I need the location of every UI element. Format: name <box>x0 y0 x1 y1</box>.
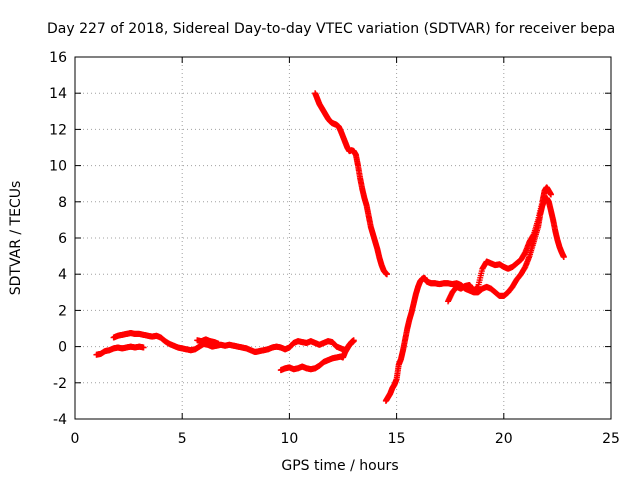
data-point-marker <box>140 344 147 351</box>
x-axis-label: GPS time / hours <box>281 458 398 474</box>
y-tick-label: 4 <box>58 267 67 283</box>
y-tick-label: -4 <box>53 412 67 428</box>
data-point-marker <box>560 254 567 261</box>
y-tick-label: 6 <box>58 231 67 247</box>
chart-title: Day 227 of 2018, Sidereal Day-to-day VTE… <box>47 21 615 37</box>
data-series <box>382 195 567 404</box>
y-tick-label: 2 <box>58 303 67 319</box>
data-series <box>110 330 357 356</box>
x-tick-label: 5 <box>178 431 187 447</box>
x-tick-label: 25 <box>602 431 620 447</box>
data-series <box>312 90 390 278</box>
y-tick-label: 12 <box>49 122 67 138</box>
x-tick-label: 0 <box>71 431 80 447</box>
data-series <box>445 184 554 305</box>
data-point-marker <box>215 340 222 347</box>
data-series <box>277 337 357 374</box>
data-layer <box>93 90 567 404</box>
data-point-marker <box>547 191 554 198</box>
y-tick-label: 10 <box>49 159 67 175</box>
data-series <box>194 336 222 347</box>
y-tick-label: 16 <box>49 50 67 66</box>
data-series <box>93 343 147 358</box>
x-tick-label: 20 <box>495 431 513 447</box>
y-tick-label: 0 <box>58 340 67 356</box>
x-tick-label: 10 <box>280 431 298 447</box>
y-tick-label: 8 <box>58 195 67 211</box>
tick-layer: 0 5 10 15 20 25 -4 -2 0 2 4 6 8 10 12 14 16 <box>49 50 620 447</box>
data-point-marker <box>350 337 357 344</box>
y-axis-label: SDTVAR / TECUs <box>8 181 24 296</box>
x-tick-label: 15 <box>388 431 406 447</box>
data-point-marker <box>383 271 390 278</box>
y-tick-label: -2 <box>53 376 67 392</box>
y-tick-label: 14 <box>49 86 67 102</box>
